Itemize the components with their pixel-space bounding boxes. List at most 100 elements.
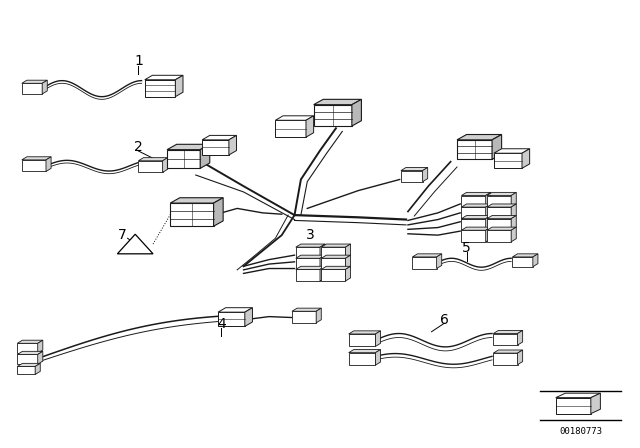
- Polygon shape: [487, 230, 511, 242]
- Polygon shape: [17, 354, 38, 364]
- Polygon shape: [321, 247, 346, 259]
- Polygon shape: [436, 254, 442, 268]
- Polygon shape: [457, 140, 492, 159]
- Polygon shape: [412, 254, 442, 257]
- Polygon shape: [22, 160, 46, 172]
- Polygon shape: [17, 366, 35, 375]
- Polygon shape: [349, 334, 376, 346]
- Polygon shape: [487, 219, 511, 230]
- Polygon shape: [511, 192, 516, 207]
- Polygon shape: [275, 120, 306, 137]
- Text: 1: 1: [134, 55, 143, 69]
- Polygon shape: [292, 311, 316, 323]
- Polygon shape: [202, 135, 237, 140]
- Polygon shape: [167, 144, 210, 150]
- Text: 5: 5: [462, 241, 471, 255]
- Polygon shape: [17, 351, 43, 354]
- Polygon shape: [533, 254, 538, 267]
- Polygon shape: [461, 192, 491, 195]
- Polygon shape: [487, 207, 511, 219]
- Polygon shape: [349, 349, 381, 353]
- Polygon shape: [591, 393, 600, 414]
- Polygon shape: [316, 308, 321, 323]
- Polygon shape: [511, 215, 516, 230]
- Polygon shape: [486, 204, 491, 219]
- Polygon shape: [461, 227, 491, 230]
- Polygon shape: [296, 244, 325, 247]
- Polygon shape: [321, 255, 351, 258]
- Polygon shape: [229, 135, 237, 155]
- Polygon shape: [376, 349, 381, 365]
- Polygon shape: [314, 99, 362, 105]
- Polygon shape: [412, 257, 436, 268]
- Polygon shape: [22, 157, 51, 160]
- Polygon shape: [245, 308, 252, 327]
- Text: 7: 7: [118, 228, 127, 242]
- Polygon shape: [200, 144, 210, 168]
- Polygon shape: [518, 331, 523, 345]
- Polygon shape: [38, 351, 43, 364]
- Polygon shape: [461, 230, 486, 242]
- Polygon shape: [346, 255, 351, 270]
- Polygon shape: [511, 204, 516, 219]
- Text: 2: 2: [134, 140, 143, 155]
- Polygon shape: [493, 331, 523, 333]
- Text: 4: 4: [217, 317, 226, 331]
- Polygon shape: [487, 192, 516, 195]
- Polygon shape: [35, 363, 40, 375]
- Polygon shape: [494, 153, 522, 168]
- Polygon shape: [321, 266, 351, 269]
- Polygon shape: [321, 258, 346, 270]
- Polygon shape: [493, 353, 518, 365]
- Polygon shape: [306, 116, 314, 137]
- Polygon shape: [17, 340, 43, 343]
- Polygon shape: [296, 269, 320, 281]
- Polygon shape: [314, 105, 352, 126]
- Polygon shape: [494, 149, 530, 153]
- Polygon shape: [320, 244, 325, 259]
- Polygon shape: [275, 116, 314, 120]
- Polygon shape: [22, 80, 47, 83]
- Polygon shape: [349, 331, 381, 334]
- Text: 3: 3: [306, 228, 315, 242]
- Polygon shape: [17, 363, 40, 366]
- Polygon shape: [145, 75, 183, 80]
- Polygon shape: [292, 308, 321, 311]
- Polygon shape: [401, 171, 422, 182]
- Polygon shape: [214, 198, 223, 226]
- Polygon shape: [296, 266, 325, 269]
- Polygon shape: [522, 149, 530, 168]
- Polygon shape: [17, 343, 38, 353]
- Polygon shape: [493, 350, 523, 353]
- Polygon shape: [346, 266, 351, 281]
- Polygon shape: [461, 207, 486, 219]
- Polygon shape: [556, 398, 591, 414]
- Polygon shape: [487, 204, 516, 207]
- Polygon shape: [457, 134, 502, 140]
- Polygon shape: [117, 234, 153, 254]
- Polygon shape: [296, 255, 325, 258]
- Polygon shape: [138, 161, 163, 172]
- Polygon shape: [320, 266, 325, 281]
- Polygon shape: [349, 353, 376, 365]
- Polygon shape: [461, 219, 486, 230]
- Polygon shape: [461, 195, 486, 207]
- Polygon shape: [170, 198, 223, 203]
- Polygon shape: [486, 215, 491, 230]
- Polygon shape: [38, 340, 43, 353]
- Polygon shape: [175, 75, 183, 97]
- Polygon shape: [461, 204, 491, 207]
- Polygon shape: [167, 150, 200, 168]
- Polygon shape: [486, 227, 491, 242]
- Polygon shape: [145, 80, 175, 97]
- Polygon shape: [296, 247, 320, 259]
- Polygon shape: [320, 255, 325, 270]
- Polygon shape: [138, 158, 168, 161]
- Polygon shape: [461, 215, 491, 219]
- Polygon shape: [46, 157, 51, 172]
- Polygon shape: [352, 99, 362, 126]
- Polygon shape: [487, 227, 516, 230]
- Polygon shape: [556, 393, 600, 398]
- Polygon shape: [513, 257, 533, 267]
- Polygon shape: [492, 134, 502, 159]
